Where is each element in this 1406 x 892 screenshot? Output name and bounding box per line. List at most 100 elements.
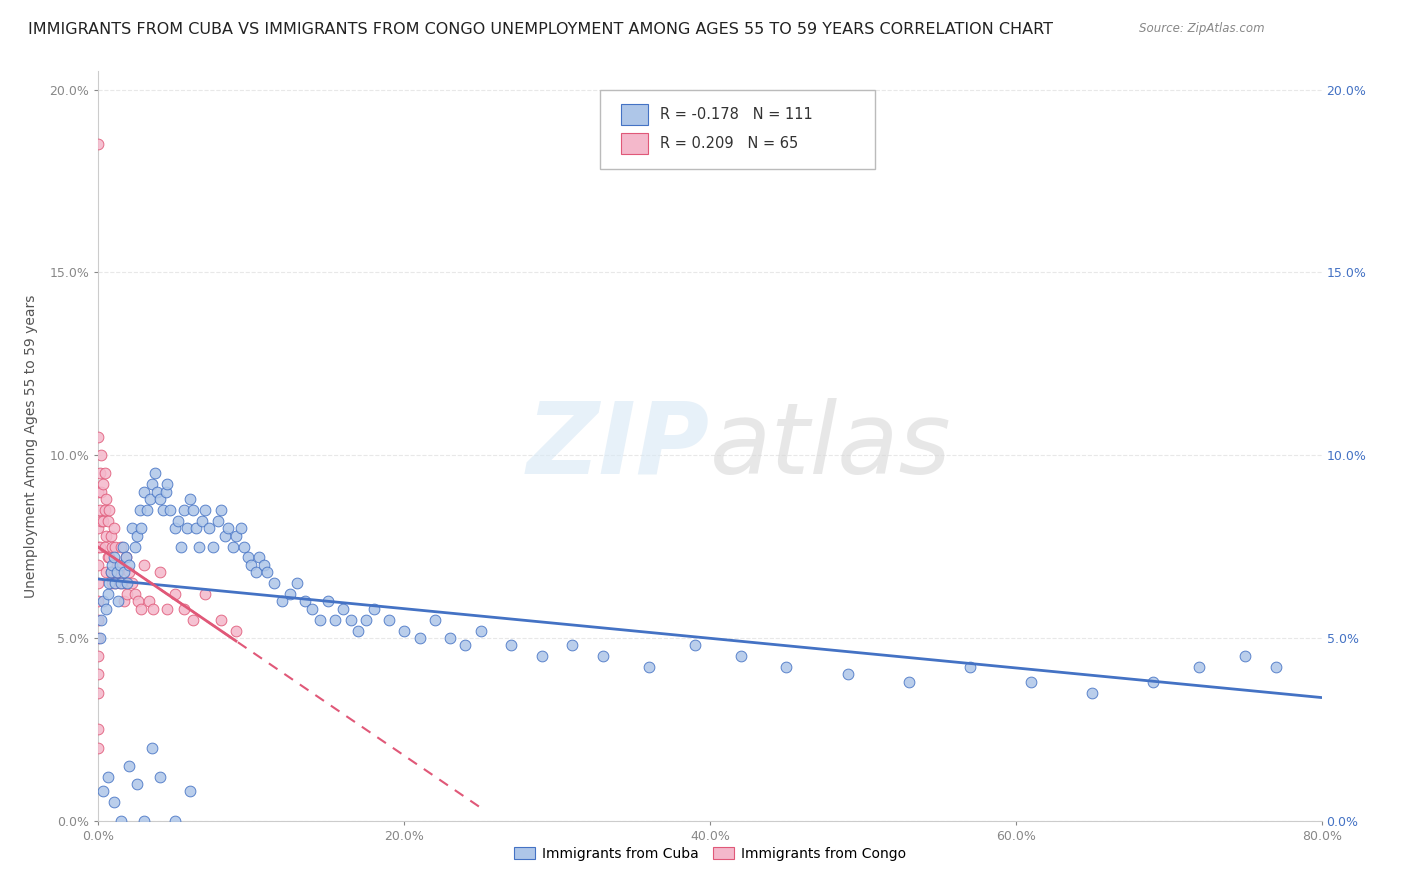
Point [439, 631, 461, 645]
Point [97, 770, 120, 784]
Point [179, 784, 201, 798]
Point [163, 521, 186, 535]
Point [592, 649, 614, 664]
Point [103, 521, 125, 535]
Point [117, 576, 139, 591]
Point [87, 540, 110, 554]
Point [285, 576, 308, 591]
FancyBboxPatch shape [600, 90, 875, 169]
Point [87, 137, 110, 152]
Point [89, 631, 111, 645]
Point [354, 613, 377, 627]
Point [423, 613, 446, 627]
Point [730, 649, 752, 664]
Point [325, 613, 347, 627]
Point [121, 521, 143, 535]
Point [91, 594, 114, 608]
Point [225, 624, 247, 638]
Point [129, 521, 152, 535]
Point [97, 550, 120, 565]
Point [156, 477, 179, 491]
Point [108, 576, 131, 591]
Point [134, 558, 156, 572]
Point [115, 550, 138, 565]
Point [101, 576, 124, 591]
Point [278, 587, 301, 601]
Point [1264, 660, 1286, 674]
Point [309, 613, 332, 627]
Point [103, 796, 125, 810]
Point [138, 594, 160, 608]
Point [392, 624, 416, 638]
Point [87, 430, 110, 444]
Point [90, 448, 112, 462]
Point [90, 484, 112, 499]
Legend: Immigrants from Cuba, Immigrants from Congo: Immigrants from Cuba, Immigrants from Co… [509, 841, 911, 866]
Point [89, 503, 111, 517]
Point [105, 565, 128, 579]
Point [121, 576, 143, 591]
Point [170, 540, 193, 554]
Point [263, 576, 285, 591]
Point [194, 503, 217, 517]
Point [294, 594, 316, 608]
Point [225, 528, 247, 542]
Point [108, 558, 131, 572]
Point [176, 521, 198, 535]
Point [93, 540, 115, 554]
Point [143, 467, 166, 481]
Text: Source: ZipAtlas.com: Source: ZipAtlas.com [1139, 22, 1264, 36]
Point [112, 565, 135, 579]
Bar [620, 133, 648, 153]
Point [837, 667, 859, 681]
Point [683, 638, 706, 652]
Point [87, 649, 110, 664]
Point [107, 594, 129, 608]
Point [89, 467, 111, 481]
Point [115, 550, 138, 565]
Text: atlas: atlas [710, 398, 952, 494]
Point [256, 565, 278, 579]
Point [561, 638, 583, 652]
Point [897, 674, 920, 689]
Point [127, 594, 149, 608]
Point [94, 565, 117, 579]
Point [98, 576, 121, 591]
Point [332, 601, 354, 615]
Point [167, 514, 190, 528]
Point [104, 540, 127, 554]
Point [301, 601, 323, 615]
Point [100, 565, 122, 579]
Point [959, 660, 981, 674]
Point [97, 514, 120, 528]
Point [270, 594, 292, 608]
Point [1081, 686, 1104, 700]
Point [159, 503, 181, 517]
Point [191, 514, 214, 528]
Point [128, 503, 150, 517]
Point [229, 521, 252, 535]
Point [188, 540, 211, 554]
Point [87, 576, 110, 591]
Point [100, 528, 122, 542]
Point [90, 613, 112, 627]
Point [87, 521, 110, 535]
Point [117, 587, 139, 601]
Point [339, 613, 361, 627]
Point [1234, 649, 1257, 664]
Point [104, 576, 127, 591]
Point [232, 540, 254, 554]
Point [91, 477, 114, 491]
Point [124, 540, 146, 554]
Y-axis label: Unemployment Among Ages 55 to 59 years: Unemployment Among Ages 55 to 59 years [24, 294, 38, 598]
Point [91, 514, 114, 528]
Point [179, 491, 201, 506]
Point [98, 550, 121, 565]
Point [378, 613, 401, 627]
Point [252, 558, 274, 572]
Text: IMMIGRANTS FROM CUBA VS IMMIGRANTS FROM CONGO UNEMPLOYMENT AMONG AGES 55 TO 59 Y: IMMIGRANTS FROM CUBA VS IMMIGRANTS FROM … [28, 22, 1053, 37]
Point [209, 503, 232, 517]
Point [155, 484, 177, 499]
Point [118, 565, 141, 579]
Point [1188, 660, 1211, 674]
